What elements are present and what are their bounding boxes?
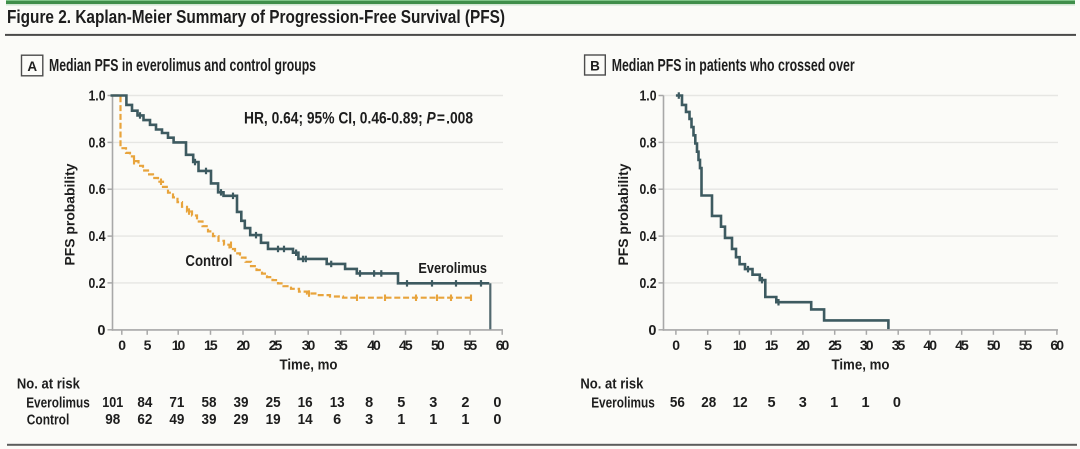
svg-text:19: 19 bbox=[266, 412, 281, 428]
svg-text:Time, mo: Time, mo bbox=[832, 357, 890, 374]
svg-text:0: 0 bbox=[493, 412, 501, 428]
svg-text:0.2: 0.2 bbox=[89, 276, 106, 292]
svg-text:56: 56 bbox=[670, 395, 685, 411]
svg-text:29: 29 bbox=[234, 412, 249, 428]
svg-text:5: 5 bbox=[704, 337, 712, 353]
svg-text:40: 40 bbox=[923, 337, 937, 353]
svg-text:39: 39 bbox=[234, 395, 249, 411]
svg-text:2: 2 bbox=[461, 395, 469, 411]
svg-text:40: 40 bbox=[367, 337, 381, 353]
svg-text:55: 55 bbox=[464, 337, 478, 353]
svg-text:Median PFS in everolimus and c: Median PFS in everolimus and control gro… bbox=[49, 55, 316, 75]
svg-text:Figure 2. Kaplan-Meier Summary: Figure 2. Kaplan-Meier Summary of Progre… bbox=[7, 7, 505, 27]
svg-text:28: 28 bbox=[701, 395, 716, 411]
svg-text:84: 84 bbox=[137, 395, 152, 411]
svg-text:Control: Control bbox=[27, 412, 70, 428]
svg-text:16: 16 bbox=[298, 395, 313, 411]
svg-text:PFS probability: PFS probability bbox=[62, 163, 78, 265]
svg-text:No. at risk: No. at risk bbox=[580, 377, 644, 393]
svg-text:0.6: 0.6 bbox=[640, 182, 657, 198]
svg-text:1.0: 1.0 bbox=[89, 89, 106, 105]
svg-text:45: 45 bbox=[955, 337, 969, 353]
svg-text:30: 30 bbox=[860, 337, 874, 353]
svg-text:25: 25 bbox=[269, 337, 283, 353]
svg-text:1: 1 bbox=[830, 395, 838, 411]
svg-text:39: 39 bbox=[202, 412, 217, 428]
svg-text:50: 50 bbox=[987, 337, 1001, 353]
svg-text:13: 13 bbox=[330, 395, 345, 411]
svg-text:0: 0 bbox=[97, 323, 105, 339]
svg-text:Everolimus: Everolimus bbox=[591, 395, 655, 411]
svg-text:10: 10 bbox=[172, 337, 186, 353]
svg-text:20: 20 bbox=[237, 337, 251, 353]
svg-text:Control: Control bbox=[185, 253, 232, 270]
svg-text:8: 8 bbox=[365, 395, 373, 411]
svg-text:71: 71 bbox=[169, 395, 184, 411]
svg-text:0.6: 0.6 bbox=[89, 182, 106, 198]
svg-text:101: 101 bbox=[102, 395, 123, 411]
svg-text:0: 0 bbox=[672, 337, 680, 353]
svg-text:PFS probability: PFS probability bbox=[615, 163, 631, 265]
svg-text:62: 62 bbox=[137, 412, 152, 428]
svg-text:1: 1 bbox=[397, 412, 405, 428]
svg-text:1: 1 bbox=[861, 395, 869, 411]
svg-text:A: A bbox=[27, 59, 37, 74]
svg-text:HR, 0.64; 95% CI, 0.46-0.89; P: HR, 0.64; 95% CI, 0.46-0.89; P = .008 bbox=[244, 110, 473, 128]
svg-text:Everolimus: Everolimus bbox=[26, 395, 90, 411]
svg-text:Median PFS in patients who cro: Median PFS in patients who crossed over bbox=[612, 55, 855, 75]
svg-text:15: 15 bbox=[204, 337, 218, 353]
svg-text:B: B bbox=[590, 59, 600, 74]
svg-text:Everolimus: Everolimus bbox=[418, 260, 487, 277]
svg-text:No. at risk: No. at risk bbox=[17, 377, 81, 393]
svg-text:3: 3 bbox=[365, 412, 373, 428]
svg-text:50: 50 bbox=[431, 337, 445, 353]
svg-text:1: 1 bbox=[461, 412, 469, 428]
svg-text:0.4: 0.4 bbox=[640, 229, 657, 245]
svg-text:5: 5 bbox=[144, 337, 152, 353]
svg-text:3: 3 bbox=[429, 395, 437, 411]
svg-text:0: 0 bbox=[118, 337, 126, 353]
svg-text:6: 6 bbox=[333, 412, 341, 428]
svg-text:Time, mo: Time, mo bbox=[280, 357, 338, 374]
svg-text:30: 30 bbox=[302, 337, 316, 353]
svg-text:1: 1 bbox=[429, 412, 437, 428]
svg-text:25: 25 bbox=[266, 395, 281, 411]
svg-text:15: 15 bbox=[765, 337, 779, 353]
svg-text:35: 35 bbox=[892, 337, 906, 353]
svg-text:55: 55 bbox=[1019, 337, 1033, 353]
svg-text:10: 10 bbox=[733, 337, 747, 353]
svg-text:0: 0 bbox=[893, 395, 901, 411]
svg-text:0.2: 0.2 bbox=[640, 276, 657, 292]
svg-text:5: 5 bbox=[397, 395, 405, 411]
svg-text:1.0: 1.0 bbox=[640, 89, 657, 105]
svg-text:49: 49 bbox=[169, 412, 184, 428]
svg-text:0.4: 0.4 bbox=[89, 229, 106, 245]
svg-text:25: 25 bbox=[828, 337, 842, 353]
svg-text:60: 60 bbox=[496, 337, 510, 353]
svg-text:0.8: 0.8 bbox=[640, 135, 657, 151]
svg-text:14: 14 bbox=[298, 412, 313, 428]
svg-text:0.8: 0.8 bbox=[89, 135, 106, 151]
svg-text:60: 60 bbox=[1050, 337, 1064, 353]
svg-text:3: 3 bbox=[799, 395, 807, 411]
svg-text:35: 35 bbox=[334, 337, 348, 353]
svg-text:58: 58 bbox=[202, 395, 217, 411]
svg-text:0: 0 bbox=[648, 323, 656, 339]
svg-text:20: 20 bbox=[796, 337, 810, 353]
svg-text:5: 5 bbox=[767, 395, 775, 411]
svg-text:12: 12 bbox=[733, 395, 748, 411]
svg-text:45: 45 bbox=[399, 337, 413, 353]
svg-text:98: 98 bbox=[105, 412, 120, 428]
svg-text:0: 0 bbox=[493, 395, 501, 411]
